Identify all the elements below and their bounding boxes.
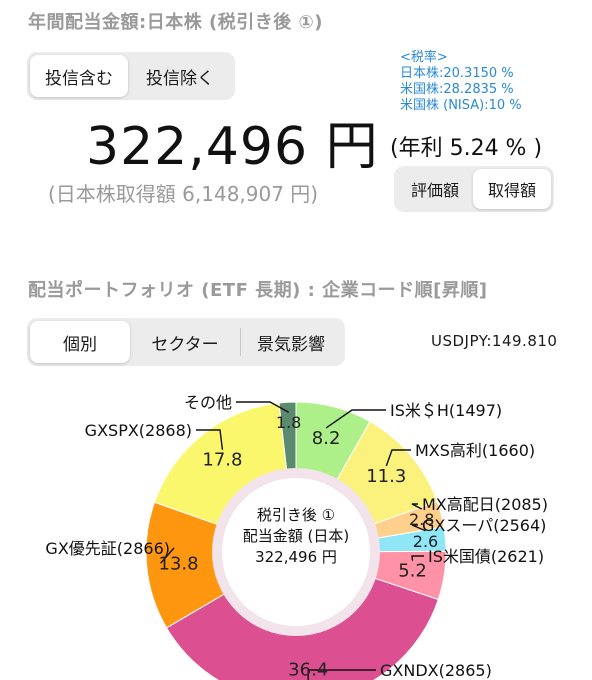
annual-yield: (年利 5.24 % )	[390, 136, 543, 161]
tab-divider	[240, 328, 241, 356]
leader-line-gx-2564	[411, 524, 426, 532]
slice-value-is-2621: 5.2	[398, 561, 427, 582]
tab-sector[interactable]: セクター	[151, 334, 219, 355]
tax-rate-us: 米国株:28.2835 %	[400, 82, 514, 97]
slice-label-is-2621: IS米国債(2621)	[428, 547, 544, 566]
market-value-button[interactable]: 評価額	[410, 181, 459, 200]
tax-rate-us-nisa: 米国株 (NISA):10 %	[400, 98, 522, 113]
usdjpy-rate: USDJPY:149.810	[431, 332, 558, 350]
slice-value-gxspx-2868: 17.8	[202, 450, 242, 471]
donut-inner-ring	[212, 468, 380, 636]
donut-hole	[222, 478, 370, 626]
leader-line-is-h-1497	[325, 409, 386, 429]
acquisition-amount: (日本株取得額 6,148,907 円)	[48, 182, 319, 206]
slice-value-mxs-1660: 11.3	[366, 466, 406, 487]
leader-line-gxndx-2865	[307, 669, 376, 680]
donut-center-line3: 322,496 円	[255, 548, 337, 566]
slice-value-gx-2564: 2.6	[413, 532, 438, 551]
dividend-donut-chart: 8.2 11.3 2.8 2.6 5.2 36.4 13.8 17.8 1.8 IS米＄H(14…	[45, 393, 548, 680]
slice-value-other: 1.8	[276, 413, 301, 432]
slice-label-mxs-1660: MXS高利(1660)	[415, 441, 535, 460]
leader-line-gxspx-2868	[196, 429, 224, 450]
slice-label-gx-2564: GXスーパ(2564)	[422, 516, 546, 535]
tax-rate-title: <税率>	[400, 50, 448, 65]
donut-center-line2: 配当金額 (日本)	[242, 527, 350, 545]
donut-center-line1: 税引き後 ①	[256, 506, 336, 524]
page-title: 年間配当金額:日本株 (税引き後 ①)	[28, 12, 323, 33]
annual-dividend-amount: 322,496 円	[86, 117, 379, 177]
slice-label-mx-2085: MX高配日(2085)	[422, 495, 548, 514]
include-funds-button[interactable]: 投信含む	[30, 55, 128, 97]
tax-rate-panel: <税率> 日本株:20.3150 % 米国株:28.2835 % 米国株 (NI…	[400, 50, 522, 114]
leader-line-mxs-1660	[385, 449, 411, 467]
slice-value-is-h-1497: 8.2	[312, 428, 341, 449]
tab-economic-impact[interactable]: 景気影響	[257, 334, 325, 355]
leader-line-is-2621	[411, 555, 424, 561]
exclude-funds-button[interactable]: 投信除く	[146, 68, 214, 89]
slice-value-gx-2866: 13.8	[159, 553, 199, 574]
portfolio-title: 配当ポートフォリオ (ETF 長期) : 企業コード順[昇順]	[28, 280, 488, 301]
slice-value-gxndx-2865: 36.4	[288, 659, 328, 680]
acquisition-cost-button[interactable]: 取得額	[473, 169, 551, 209]
slice-label-other: その他	[184, 393, 232, 412]
slice-label-is-h-1497: IS米＄H(1497)	[390, 401, 502, 420]
slice-label-gx-2866: GX優先証(2866)	[45, 539, 170, 558]
leader-line-mx-2085	[411, 503, 423, 510]
valuation-basis-toggle: 評価額 取得額	[394, 166, 554, 212]
view-tabs: 個別 セクター 景気影響	[27, 318, 345, 366]
slice-label-gxspx-2868: GXSPX(2868)	[85, 421, 192, 440]
slice-label-gxndx-2865: GXNDX(2865)	[380, 661, 492, 680]
slice-value-mx-2085: 2.8	[409, 510, 434, 529]
tax-rate-jp: 日本株:20.3150 %	[400, 66, 514, 81]
fund-filter-toggle: 投信含む 投信除く	[27, 52, 235, 100]
tab-individual[interactable]: 個別	[30, 321, 130, 363]
leader-line-gx-2866	[160, 547, 175, 564]
leader-line-other	[236, 401, 289, 413]
